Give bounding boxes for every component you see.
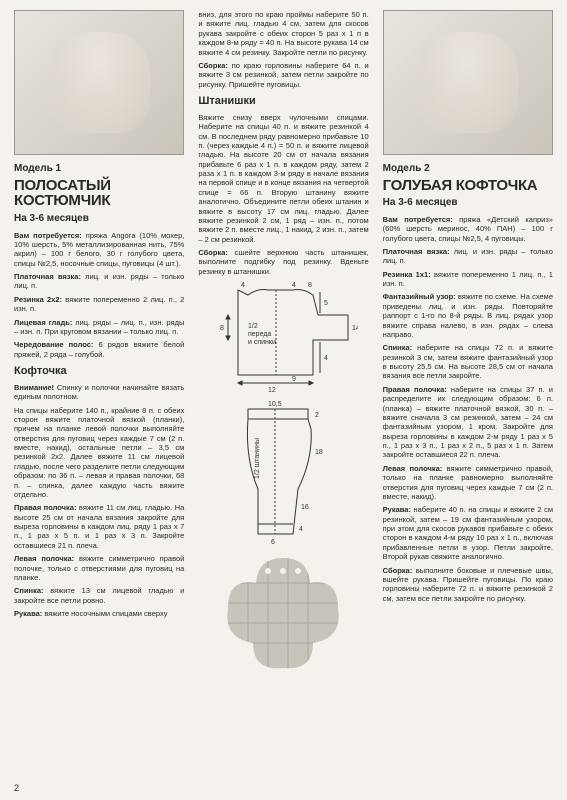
text: Сборка: выполните боковые и плечевые швы…	[383, 566, 553, 604]
page-number: 2	[14, 783, 19, 794]
text: Спинка: наберите на спицы 72 п. и вяжите…	[383, 343, 553, 381]
dim: 1/2 штанины	[254, 438, 261, 479]
dim: 12	[268, 387, 276, 394]
sub-shtanishki: Штанишки	[198, 95, 368, 109]
dim: 16	[301, 504, 309, 511]
text: Вам потребуется: пряжа «Детский каприз» …	[383, 215, 553, 243]
dim: 18	[315, 449, 323, 456]
text: Левая полочка: вяжите симметрично правой…	[14, 554, 184, 582]
model-2-age: На 3-6 месяцев	[383, 197, 553, 210]
photo-model-1	[14, 10, 184, 155]
sub-koftochka: Кофточка	[14, 365, 184, 379]
diagram-bodice: 4 4 8 14 5 4 8 1/2 переда и спинки 12 9	[198, 280, 368, 395]
text: Правая полочка: наберите на спицы 37 п. …	[383, 385, 553, 460]
text: Платочная вязка: лиц. и изн. ряды – толь…	[14, 272, 184, 291]
dim: 8	[308, 282, 312, 289]
diagram-flower-schema	[198, 553, 368, 673]
model-1-age: На 3-6 месяцев	[14, 213, 184, 226]
dim: и спинки	[248, 339, 276, 346]
text: Сборка: по краю горловины наберите 64 п.…	[198, 61, 368, 89]
dim: 5	[324, 300, 328, 307]
text: На спицы наберите 140 п., крайние 8 п. с…	[14, 406, 184, 500]
text: Рукава: вяжите носочными спицами сверху	[14, 609, 184, 618]
dim: переда	[248, 331, 271, 338]
dim: 4	[324, 355, 328, 362]
text: Вам потребуется: Вам потребуется: пряжа …	[14, 231, 184, 269]
text: Рукава: наберите 40 п. на спицы и вяжите…	[383, 505, 553, 561]
dim: 1/2	[248, 323, 258, 330]
dim: 4	[292, 282, 296, 289]
dim: 6	[271, 539, 275, 546]
text: Внимание! Спинку и полочки начинайте вяз…	[14, 383, 184, 402]
dim: 4	[299, 526, 303, 533]
text: Лицевая гладь: лиц. ряды – лиц. п., изн.…	[14, 318, 184, 337]
text: Резинка 2х2: вяжите попеременно 2 лиц. п…	[14, 295, 184, 314]
text: Платочная вязка: лиц. и изн. ряды – толь…	[383, 247, 553, 266]
model-2-title: ГОЛУБАЯ КОФТОЧКА	[383, 178, 553, 194]
dim: 10,5	[268, 401, 282, 408]
text: Фантазийный узор: вяжите по схеме. На сх…	[383, 292, 553, 339]
text: Правая полочка: вяжите 11 см лиц. гладью…	[14, 503, 184, 550]
diagram-pants: 10,5 2 18 16 4 6 1/2 штанины	[198, 399, 368, 549]
text: Чередование полос: 6 рядов вяжите белой …	[14, 340, 184, 359]
text: Вяжите снизу вверх чулочными спицами. На…	[198, 113, 368, 244]
text: вниз, для этого по краю проймы наберите …	[198, 10, 368, 57]
dim: 2	[315, 412, 319, 419]
dim: 9	[292, 376, 296, 383]
text: Спинка: вяжите 13 см лицевой гладью и за…	[14, 586, 184, 605]
text: Левая полочка: вяжите симметрично правой…	[383, 464, 553, 502]
dim: 14	[352, 325, 358, 332]
photo-model-2	[383, 10, 553, 155]
model-2-label: Модель 2	[383, 163, 553, 176]
dim: 4	[241, 282, 245, 289]
text: Сборка: сшейте верхнюю часть штанишек, в…	[198, 248, 368, 276]
dim: 8	[220, 325, 224, 332]
model-1-label: Модель 1	[14, 163, 184, 176]
text: Резинка 1х1: вяжите попеременно 1 лиц. п…	[383, 270, 553, 289]
model-1-title: ПОЛОСАТЫЙ КОСТЮМЧИК	[14, 178, 184, 210]
